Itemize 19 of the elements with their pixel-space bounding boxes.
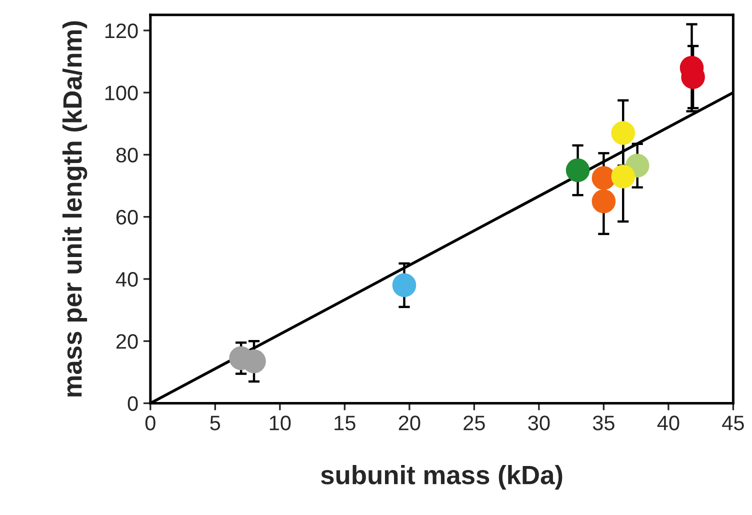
x-tick-label: 40 xyxy=(657,416,680,430)
y-tick-label: 100 xyxy=(105,86,138,100)
y-tick-label: 120 xyxy=(105,23,138,38)
x-tick-label: 35 xyxy=(592,416,614,430)
x-tick-label: 45 xyxy=(722,416,744,430)
y-tick-label: 20 xyxy=(116,334,138,349)
x-axis-title: subunit mass (kDa) xyxy=(321,465,562,490)
y-tick-label: 0 xyxy=(128,396,138,411)
y-tick-label: 40 xyxy=(116,272,138,287)
x-tick-label: 20 xyxy=(398,416,420,430)
x-tick-label: 5 xyxy=(210,416,220,430)
y-axis-title: mass per unit length (kDa/nm) xyxy=(62,21,88,396)
x-tick-label: 0 xyxy=(145,416,156,430)
x-tick-label: 25 xyxy=(464,416,485,430)
x-tick-label: 30 xyxy=(528,416,550,430)
y-tick-label: 60 xyxy=(116,210,138,225)
y-tick-label: 80 xyxy=(116,148,138,162)
x-tick-label: 15 xyxy=(334,416,356,430)
x-tick-label: 10 xyxy=(270,416,291,430)
